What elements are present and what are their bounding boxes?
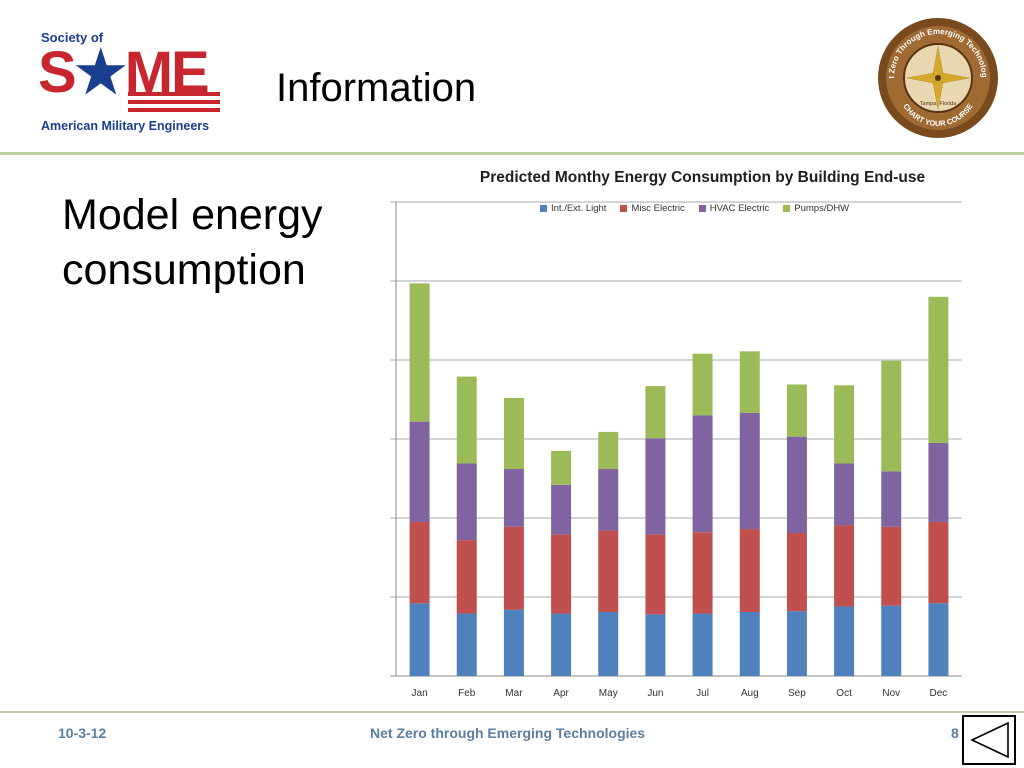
back-button[interactable] — [962, 715, 1016, 765]
bar-segment-1-mar — [503, 526, 524, 610]
legend-item: Int./Ext. Light — [540, 203, 606, 214]
x-tick-label: Dec — [930, 688, 948, 699]
logo-stripe — [128, 92, 220, 96]
legend-item: HVAC Electric — [698, 203, 770, 214]
chart-title: Predicted Monthy Energy Consumption by B… — [479, 169, 926, 186]
x-tick-label: Mar — [505, 688, 523, 699]
bar-segment-0-apr — [551, 613, 572, 676]
logo-acronym: S★ME — [38, 44, 210, 102]
bar-segment-1-may — [598, 530, 619, 613]
energy-chart: Predicted Monthy Energy Consumption by B… — [370, 160, 975, 705]
bar-segment-0-mar — [503, 609, 524, 676]
page-number: 8 — [951, 725, 959, 741]
footer-date: 10-3-12 — [58, 725, 107, 741]
x-tick-label: Jan — [412, 688, 428, 699]
legend-swatch — [783, 205, 791, 212]
legend-swatch — [540, 205, 547, 212]
x-tick-label: Aug — [741, 688, 759, 699]
slide-subtitle: Model energy consumption — [62, 191, 323, 294]
bar-segment-3-jul — [692, 353, 713, 416]
legend-label: Misc Electric — [631, 203, 685, 214]
logo-full-name: American Military Engineers — [41, 119, 210, 133]
bar-segment-0-nov — [881, 605, 902, 676]
footer-title: Net Zero through Emerging Technologies — [370, 725, 646, 741]
bar-segment-2-jun — [645, 438, 666, 535]
bar-segment-2-sep — [786, 436, 807, 534]
bar-segment-2-feb — [456, 463, 477, 541]
bar-segment-1-dec — [928, 521, 949, 604]
bar-segment-1-oct — [834, 525, 855, 607]
bar-segment-0-feb — [456, 613, 477, 676]
chart-plot-area: Jan Feb Mar Apr May Jun Jul Aug Sep Oct Nov Dec — [390, 201, 962, 699]
logo-stripe — [128, 100, 220, 104]
header-divider — [0, 152, 1024, 155]
legend-label: HVAC Electric — [709, 203, 770, 214]
chart-legend: Int./Ext. Light Misc Electric HVAC Electri… — [540, 203, 849, 214]
bar-segment-3-apr — [551, 450, 572, 485]
bar-segment-1-jan — [409, 521, 430, 604]
bar-segment-2-apr — [551, 484, 572, 535]
x-tick-label: Nov — [882, 688, 900, 699]
x-tick-label: Oct — [836, 688, 852, 699]
logo-acronym-right: ME — [124, 40, 210, 105]
bar-segment-0-aug — [739, 612, 760, 676]
bar-segment-3-sep — [786, 384, 807, 437]
legend-swatch — [620, 205, 628, 212]
bar-segment-0-sep — [786, 611, 807, 676]
bar-segment-2-aug — [739, 412, 760, 530]
bar-segment-3-dec — [928, 296, 949, 443]
bar-segment-1-sep — [786, 533, 807, 612]
bar-segment-2-jan — [409, 421, 430, 522]
footer-divider — [0, 711, 1024, 713]
bar-segment-1-apr — [551, 534, 572, 614]
bar-segment-0-dec — [928, 603, 949, 676]
bar-segment-2-dec — [928, 442, 949, 522]
bar-segment-3-mar — [503, 397, 524, 470]
bar-segment-3-aug — [739, 351, 760, 413]
legend-item: Misc Electric — [620, 203, 685, 214]
legend-label: Int./Ext. Light — [551, 203, 607, 214]
bar-segment-1-nov — [881, 526, 902, 606]
bar-segment-3-feb — [456, 376, 477, 464]
compass-rose-icon: Net Zero Through Emerging Technologies C… — [876, 16, 998, 138]
bar-segment-0-jan — [409, 603, 430, 676]
x-tick-label: Jun — [647, 688, 663, 699]
x-tick-label: Sep — [788, 688, 806, 699]
bar-segment-1-jul — [692, 532, 713, 614]
bar-segment-2-nov — [881, 471, 902, 527]
logo-stripe — [128, 108, 220, 112]
bar-segment-1-feb — [456, 540, 477, 614]
x-tick-label: Jul — [696, 688, 709, 699]
bar-segment-3-jun — [645, 386, 666, 439]
bar-segment-2-oct — [834, 463, 855, 526]
bar-segment-2-jul — [692, 415, 713, 533]
logo-star-icon: ★ — [74, 40, 127, 105]
logo-acronym-left: S — [38, 40, 77, 105]
bar-segment-0-jul — [692, 613, 713, 676]
bar-segment-1-jun — [645, 534, 666, 615]
bar-segment-2-mar — [503, 469, 524, 527]
bar-segment-2-may — [598, 469, 619, 531]
legend-swatch — [698, 205, 706, 212]
bar-segment-0-oct — [834, 606, 855, 676]
logo-society-text: Society of — [41, 30, 104, 45]
same-logo: Society of S★ME American Military Engine… — [38, 30, 228, 138]
x-tick-label: May — [599, 688, 618, 699]
bar-segment-3-may — [598, 431, 619, 470]
x-tick-label: Apr — [553, 688, 569, 699]
back-triangle-icon[interactable] — [964, 717, 1014, 763]
bar-segment-3-nov — [881, 360, 902, 472]
x-tick-label: Feb — [458, 688, 476, 699]
legend-label: Pumps/DHW — [794, 203, 850, 214]
bar-segment-1-aug — [739, 529, 760, 613]
page-title: Information — [276, 66, 477, 110]
bar-segment-0-may — [598, 612, 619, 676]
bar-segment-0-jun — [645, 614, 666, 676]
bar-segment-3-oct — [834, 385, 855, 464]
legend-item: Pumps/DHW — [783, 203, 849, 214]
bar-segment-3-jan — [409, 283, 430, 422]
